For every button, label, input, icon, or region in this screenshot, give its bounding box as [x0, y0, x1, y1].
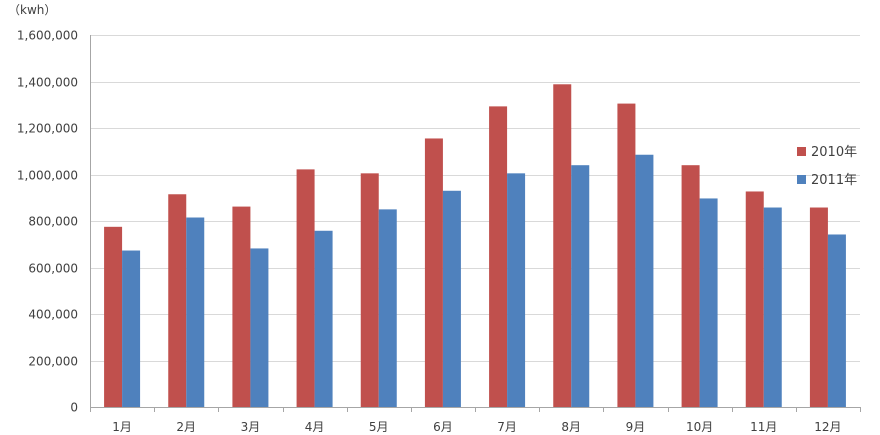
- x-tick-label: 5月: [369, 420, 389, 434]
- legend-label: 2011年: [811, 173, 857, 188]
- axes: [90, 35, 861, 412]
- bar-series2: [571, 165, 590, 407]
- bar-series1: [424, 138, 443, 407]
- legend: 2010年 2011年: [797, 145, 857, 188]
- x-tick-label: 8月: [561, 420, 581, 434]
- bar-series2: [378, 209, 397, 407]
- y-tick-label: 600,000: [28, 262, 78, 276]
- bar-series2: [186, 217, 205, 407]
- bar-series1: [232, 206, 251, 407]
- y-tick-label: 0: [70, 401, 78, 415]
- legend-swatch: [797, 175, 806, 184]
- y-tick-label: 1,000,000: [17, 169, 78, 183]
- x-tick-labels: 1月 2月 3月 4月 5月 6月 7月 8月 9月 10月 11月 12月: [112, 420, 841, 434]
- x-tick-label: 1月: [112, 420, 132, 434]
- bar-series1: [104, 226, 123, 407]
- bar-series1: [553, 84, 572, 407]
- bar-series2: [635, 154, 654, 407]
- bars: [104, 84, 846, 408]
- x-tick-label: 11月: [750, 420, 777, 434]
- y-tick-label: 1,600,000: [17, 29, 78, 43]
- bar-series1: [809, 207, 828, 407]
- bar-series2: [122, 250, 141, 407]
- bar-series1: [168, 194, 187, 407]
- x-tick-label: 9月: [626, 420, 646, 434]
- bar-series1: [681, 165, 700, 407]
- y-tick-label: 1,200,000: [17, 122, 78, 136]
- x-tick-label: 4月: [305, 420, 325, 434]
- x-tick-label: 3月: [241, 420, 261, 434]
- bar-series1: [489, 106, 508, 407]
- bar-series2: [250, 248, 269, 407]
- bar-series1: [617, 103, 636, 408]
- bar-series2: [699, 198, 718, 407]
- y-tick-label: 800,000: [28, 215, 78, 229]
- bar-series2: [763, 207, 782, 407]
- x-tick-label: 6月: [433, 420, 453, 434]
- gridlines: [90, 35, 860, 362]
- legend-label: 2010年: [811, 145, 857, 160]
- bar-series2: [507, 173, 526, 407]
- y-tick-label: 400,000: [28, 308, 78, 322]
- bar-series2: [827, 234, 846, 407]
- bar-series2: [442, 190, 461, 407]
- x-tick-label: 12月: [814, 420, 841, 434]
- y-axis-unit-label: （kwh）: [8, 3, 56, 17]
- bar-series1: [296, 169, 315, 407]
- x-tick-label: 7月: [497, 420, 517, 434]
- y-tick-labels: 0 200,000 400,000 600,000 800,000 1,000,000 1,…: [17, 29, 78, 415]
- bar-series2: [314, 230, 333, 407]
- x-tick-label: 10月: [686, 420, 713, 434]
- bar-series1: [745, 191, 764, 407]
- x-tick-label: 2月: [176, 420, 196, 434]
- y-tick-label: 1,400,000: [17, 76, 78, 90]
- y-tick-label: 200,000: [28, 355, 78, 369]
- legend-swatch: [797, 147, 806, 156]
- bar-series1: [360, 173, 379, 407]
